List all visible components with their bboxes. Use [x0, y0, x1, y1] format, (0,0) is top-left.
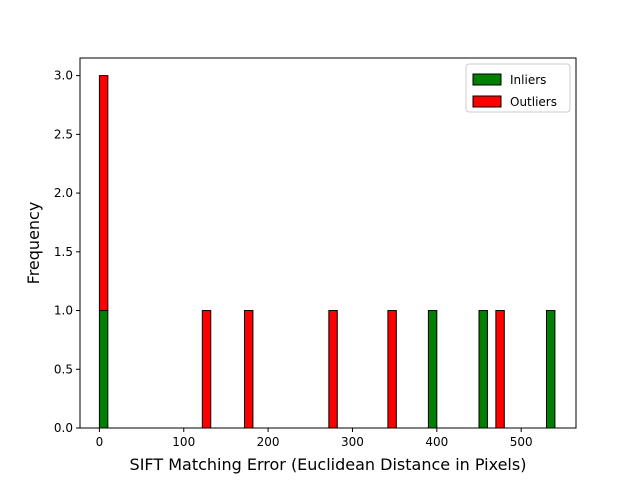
x-tick-label: 100	[172, 435, 195, 449]
legend-label-inliers: Inliers	[510, 73, 546, 87]
y-tick-label: 3.0	[54, 69, 73, 83]
y-axis-ticks: 0.0 0.5 1.0 1.5 2.0 2.5 3.0	[54, 69, 80, 435]
legend: Inliers Outliers	[465, 63, 571, 113]
y-tick-label: 1.5	[54, 245, 73, 259]
x-axis-label: SIFT Matching Error (Euclidean Distance …	[130, 455, 527, 474]
y-axis-label: Frequency	[24, 202, 43, 285]
bar-outliers-3	[328, 310, 338, 429]
bar-outliers-1	[201, 310, 212, 429]
legend-label-outliers: Outliers	[510, 95, 557, 109]
bar-inliers-0	[98, 310, 109, 429]
bar-inliers-3	[545, 310, 556, 429]
y-tick-label: 0.5	[54, 362, 73, 376]
bar-outliers-2	[243, 310, 254, 429]
bar-outliers-5	[495, 310, 505, 429]
y-tick-label: 1.0	[54, 304, 73, 318]
legend-swatch-outliers	[472, 95, 502, 108]
plot-area	[80, 58, 576, 428]
x-tick-label: 400	[425, 435, 448, 449]
bar-outliers-4	[387, 310, 397, 429]
x-tick-label: 500	[510, 435, 533, 449]
x-tick-label: 300	[341, 435, 364, 449]
y-tick-label: 2.5	[54, 127, 73, 141]
x-tick-label: 0	[96, 435, 104, 449]
y-tick-label: 0.0	[54, 421, 73, 435]
bar-outliers-0	[98, 75, 109, 312]
plot-frame	[79, 57, 577, 429]
x-tick-label: 200	[257, 435, 280, 449]
legend-swatch-inliers	[472, 73, 502, 86]
bar-inliers-2	[478, 310, 488, 429]
y-tick-label: 2.0	[54, 186, 73, 200]
x-axis-ticks: 0 100 200 300 400 500	[96, 428, 533, 449]
bar-inliers-1	[427, 310, 438, 429]
